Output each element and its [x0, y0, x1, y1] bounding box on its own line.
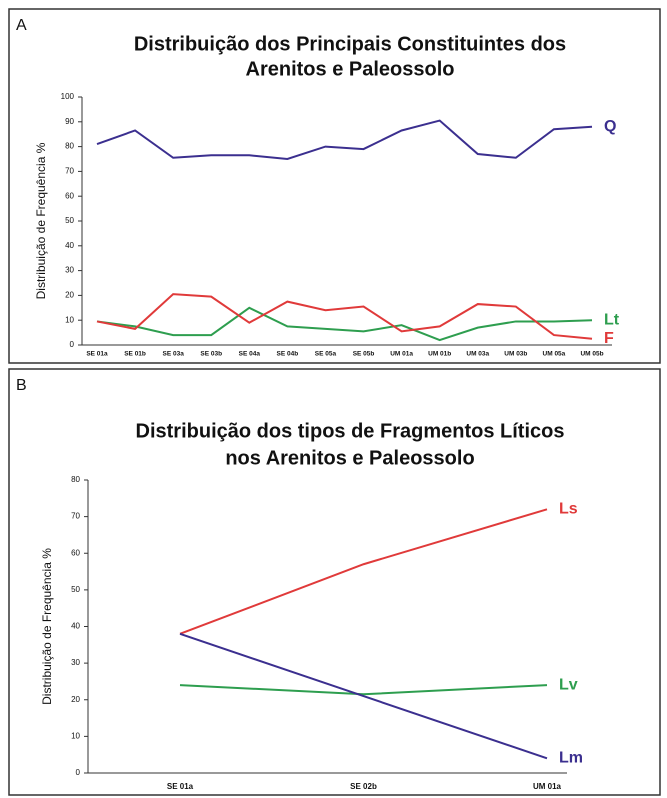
x-tick-label: SE 04a [239, 351, 261, 358]
y-tick-label: 80 [65, 142, 74, 151]
y-tick-label: 100 [61, 92, 75, 101]
y-tick-label: 30 [71, 658, 80, 667]
y-tick-label: 40 [71, 622, 80, 631]
series-line [96, 306, 593, 342]
panel-frame [8, 368, 661, 796]
chart-title: nos Arenitos e Paleossolo [225, 447, 474, 469]
x-tick-label: UM 03b [504, 351, 527, 358]
y-tick-label: 60 [71, 548, 80, 557]
x-tick-label: SE 01b [124, 351, 146, 358]
y-tick-label: 0 [70, 340, 75, 349]
x-tick-label: SE 01a [167, 782, 194, 791]
x-tick-label: UM 03a [466, 351, 489, 358]
x-tick-label: UM 01a [390, 351, 413, 358]
x-tick-label: SE 05a [315, 351, 337, 358]
series-line [96, 293, 593, 340]
y-tick-label: 40 [65, 241, 74, 250]
y-tick-label: 30 [65, 266, 74, 275]
series-label: Lm [559, 750, 583, 767]
series-label: F [604, 330, 614, 347]
y-axis-label: Distribuição de Frequência % [34, 142, 48, 299]
x-tick-label: UM 01a [533, 782, 562, 791]
panel-label: B [16, 377, 27, 394]
x-tick-label: UM 01b [428, 351, 451, 358]
series-label: Lt [604, 311, 620, 328]
chart-title: Arenitos e Paleossolo [246, 58, 455, 80]
y-tick-label: 10 [71, 731, 80, 740]
x-tick-label: SE 03b [200, 351, 222, 358]
series-label: Ls [559, 501, 578, 518]
series-label: Lv [559, 676, 578, 693]
y-tick-label: 60 [65, 191, 74, 200]
panel-frame [8, 8, 661, 364]
series-line [179, 508, 548, 635]
series-line [179, 684, 548, 696]
x-tick-label: SE 04b [277, 351, 299, 358]
x-tick-label: UM 05b [580, 351, 603, 358]
series-line [96, 119, 593, 161]
series-line [179, 632, 548, 760]
x-tick-label: UM 05a [543, 351, 566, 358]
y-tick-label: 90 [65, 117, 74, 126]
y-tick-label: 50 [65, 216, 74, 225]
series-label: Q [604, 118, 616, 135]
y-tick-label: 10 [65, 315, 74, 324]
panel-label: A [16, 17, 27, 34]
y-tick-label: 70 [71, 512, 80, 521]
y-axis-label: Distribuição de Frequência % [40, 548, 54, 705]
y-tick-label: 20 [71, 695, 80, 704]
chart-title: Distribuição dos Principais Constituinte… [134, 33, 566, 55]
x-tick-label: SE 03a [162, 351, 184, 358]
y-tick-label: 70 [65, 167, 74, 176]
y-tick-label: 80 [71, 475, 80, 484]
x-tick-label: SE 01a [86, 351, 108, 358]
y-tick-label: 50 [71, 585, 80, 594]
y-tick-label: 20 [65, 291, 74, 300]
y-tick-label: 0 [76, 768, 81, 777]
x-tick-label: SE 05b [353, 351, 375, 358]
chart-title: Distribuição dos tipos de Fragmentos Lít… [136, 420, 565, 442]
x-tick-label: SE 02b [350, 782, 377, 791]
